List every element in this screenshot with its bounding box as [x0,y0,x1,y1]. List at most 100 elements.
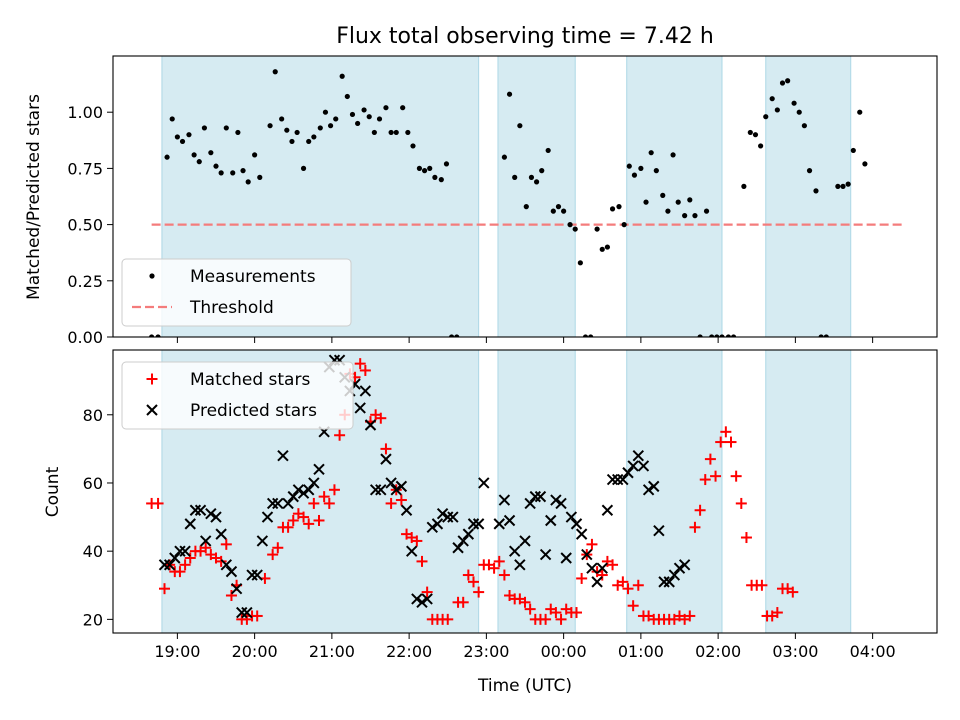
predicted-star-point [179,545,191,557]
measurement-point [454,334,460,337]
matched-star-point [787,586,799,598]
matched-star-point [287,514,299,526]
predicted-star-point [648,480,660,493]
measurement-point [400,105,406,111]
measurement-point [785,78,791,84]
measurement-point [747,129,753,136]
matched-star-point [200,542,212,554]
measurement-point [709,334,715,337]
y-tick-label: 1.00 [67,103,103,122]
predicted-star-point [205,507,217,520]
chart-title: Flux total observing time = 7.42 h [336,24,714,49]
predicted-star-point [184,518,196,530]
x-tick-label: 01:00 [618,642,664,661]
measurement-point [267,123,273,129]
predicted-star-point [601,504,614,516]
measurement-point [643,199,649,205]
predicted-star-point [498,494,511,506]
measurement-point [501,154,507,160]
matched-star-point [159,583,170,595]
predicted-star-point [596,562,608,574]
measurement-point [687,197,693,203]
measurement-point [801,123,807,129]
measurement-point [393,129,399,136]
measurement-point [300,165,307,171]
predicted-star-point [524,497,536,510]
measurement-point [355,120,361,127]
predicted-star-point [385,477,397,489]
predicted-star-point [302,484,315,496]
measurement-point [692,213,698,219]
predicted-star-point [622,467,634,479]
matched-star-point [442,613,454,625]
matched-star-point [272,542,284,554]
matched-star-point [411,535,423,547]
predicted-star-point [529,490,542,503]
predicted-star-point [642,484,655,496]
predicted-star-point [163,559,176,571]
matched-star-point [622,583,634,595]
matched-star-point [617,576,629,588]
matched-star-point [689,521,701,533]
predicted-star-point [261,511,274,523]
predicted-star-point [297,487,310,499]
legend-entry: Threshold [132,298,274,318]
measurement-point [621,222,627,228]
matched-star-point [519,596,531,608]
matched-star-point [267,549,279,561]
count-panel: 20 40 60 80 19:00 20:00 21:00 22:00 23:00 00:00 01… [83,349,938,661]
predicted-star-point [611,473,624,486]
measurement-point [763,114,769,120]
predicted-star-point [380,453,392,465]
matched-star-point [421,586,433,598]
measurement-point [339,73,345,79]
measurement-point [213,163,219,169]
predicted-star-point [575,528,588,540]
measurement-point [383,105,389,111]
y-tick-label: 40 [83,542,103,561]
measurement-point [155,334,161,337]
measurement-point [660,192,666,198]
measurement-point [306,138,312,145]
predicted-star-point [539,548,552,561]
measurement-point [421,168,428,174]
predicted-star-point [581,548,593,561]
measurement-point [416,165,423,171]
matched-star-point [251,610,263,622]
measurement-point [857,109,863,115]
measurement-point [539,168,545,174]
x-tick-label: 19:00 [154,642,200,661]
measurement-point [594,226,600,232]
measurement-point [670,152,676,158]
matched-star-point [684,610,696,622]
matched-star-point [395,494,407,506]
predicted-star-point [369,484,382,496]
predicted-star-point [545,514,557,527]
predicted-star-point [308,477,320,489]
measurement-point [294,129,300,136]
predicted-star-point [411,593,423,605]
matched-star-point [730,470,742,482]
matched-star-point [555,613,567,625]
x-tick-label: 21:00 [309,642,355,661]
predicted-star-point [606,473,619,486]
measurement-point [344,93,350,100]
measurement-point [850,147,856,154]
matched-star-point [571,607,582,619]
x-tick-label: 00:00 [541,642,587,661]
predicted-star-point [390,484,402,496]
measurement-point [725,334,732,337]
matched-star-point [704,453,716,465]
predicted-star-point [436,507,449,520]
matched-star-point [298,511,310,523]
matched-star-point [318,491,330,503]
matched-star-point [179,559,191,571]
matched-star-point [323,497,335,509]
matched-star-point [354,358,366,370]
measurement-point [741,183,747,189]
measurement-point [164,154,170,160]
predicted-star-point [400,504,413,516]
measurement-point [284,127,290,133]
predicted-star-point [627,460,639,472]
predicted-star-point [416,596,428,609]
